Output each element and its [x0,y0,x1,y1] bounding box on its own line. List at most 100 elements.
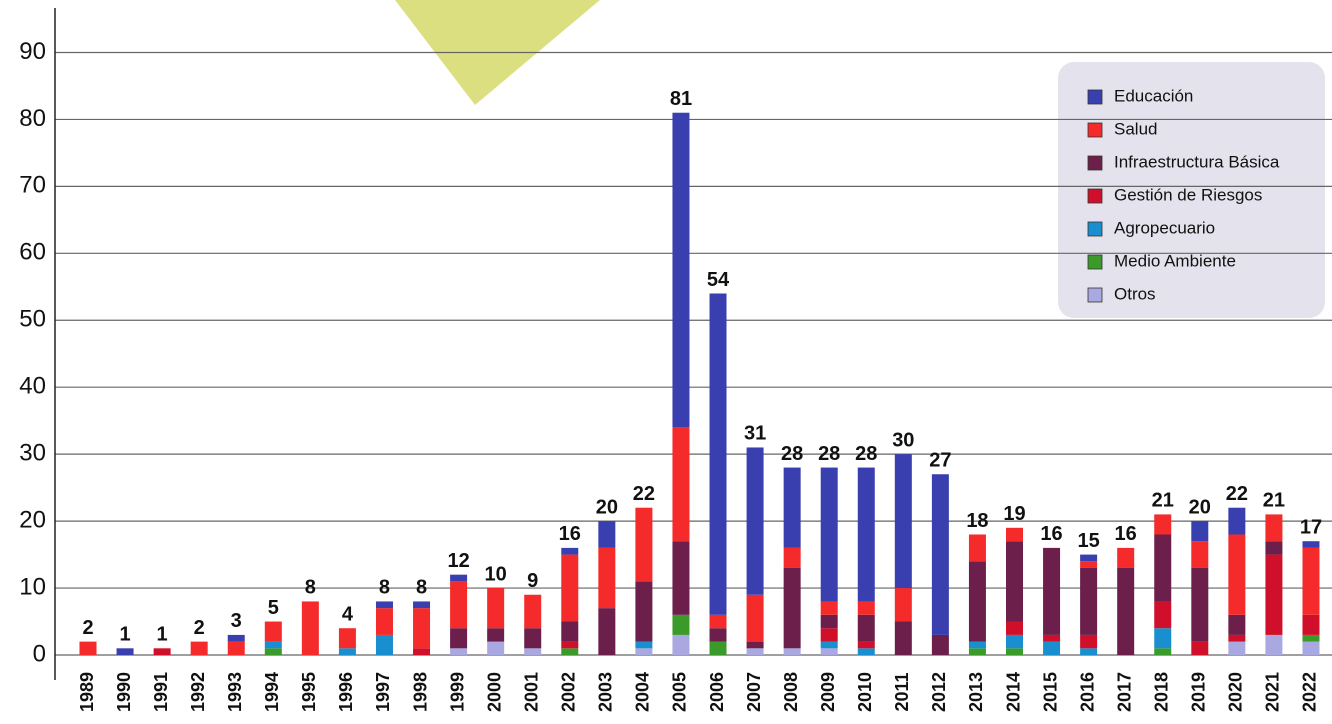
bar-segment [820,467,838,602]
bar-segment [1154,648,1172,655]
bar-segment [1191,641,1209,655]
x-tick-label: 2021 [1263,672,1283,712]
x-tick-label: 2022 [1300,672,1320,712]
bar-segment [264,621,282,642]
total-label: 20 [596,496,618,518]
x-tick-label: 1991 [151,672,171,712]
x-tick-label: 1989 [77,672,97,712]
total-label: 21 [1263,490,1285,512]
bar-segment [820,614,838,629]
x-tick-label: 2017 [1114,672,1134,712]
total-label: 8 [379,577,390,599]
bar-segment [487,628,505,642]
legend-swatch [1087,122,1103,138]
bar-segment [968,648,986,655]
bar-segment [1117,567,1135,655]
total-label: 12 [447,550,469,572]
bar-segment [1265,514,1283,542]
total-label: 8 [305,577,316,599]
total-label: 17 [1300,516,1322,538]
bar-segment [820,648,838,655]
bar-segment [968,561,986,642]
bar-segment [1080,567,1098,635]
y-tick-label: 0 [33,640,46,667]
x-tick-label: 2007 [744,672,764,712]
total-label: 28 [818,443,840,465]
legend-swatch [1087,254,1103,270]
legend-label: Agropecuario [1114,218,1215,237]
bar-segment [1302,614,1320,635]
bar-segment [153,648,171,655]
total-label: 8 [416,577,427,599]
bar-segment [1043,634,1061,642]
x-tick-label: 2004 [633,672,653,712]
total-label: 16 [1040,523,1062,545]
x-tick-label: 2011 [892,672,912,711]
total-label: 28 [855,443,877,465]
bar-segment [1228,634,1246,642]
x-tick-label: 2013 [966,672,986,712]
y-tick-label: 30 [19,440,46,467]
bar-segment [894,621,912,655]
bar-segment [857,601,875,615]
legend-label: Salud [1114,119,1157,138]
bar-segment [450,648,468,655]
bar-segment [746,594,764,642]
bar-segment [598,521,616,548]
bar-segment [672,614,690,635]
bar-segment [450,581,468,629]
total-label: 1 [157,624,168,646]
bar-segment [1080,634,1098,649]
bar-segment [1265,554,1283,635]
legend-label: Infraestructura Básica [1114,152,1280,171]
bar-segment [894,454,912,589]
x-tick-label: 2016 [1077,672,1097,712]
bar-segment [894,588,912,622]
bar-segment [227,634,245,642]
x-tick-label: 2002 [559,672,579,712]
bar-segment [450,628,468,649]
x-tick-label: 1990 [114,672,134,712]
x-tick-label: 1995 [299,672,319,712]
total-label: 31 [744,423,766,445]
bar-segment [783,567,801,649]
x-tick-label: 2014 [1003,672,1023,712]
bar-segment [1302,641,1320,655]
total-label: 2 [194,617,205,639]
bar-segment [672,112,690,428]
bar-segment [635,648,653,655]
x-tick-label: 2003 [596,672,616,712]
x-tick-label: 2020 [1226,672,1246,712]
bar-segment [1191,567,1209,642]
total-label: 16 [559,523,581,545]
total-label: 21 [1152,490,1174,512]
x-tick-label: 2001 [521,672,541,712]
y-tick-label: 50 [19,306,46,333]
bar-segment [1302,547,1320,615]
total-label: 3 [231,610,242,632]
bar-segment [561,547,579,555]
bar-segment [1191,541,1209,568]
x-tick-label: 2006 [707,672,727,712]
x-tick-label: 2015 [1040,672,1060,712]
bar-segment [1117,547,1135,568]
bar-segment [857,467,875,602]
bar-segment [79,641,97,655]
bar-segment [820,641,838,649]
bar-segment [116,648,134,655]
bar-segment [413,601,431,609]
total-label: 54 [707,269,730,291]
total-label: 4 [342,604,354,626]
bar-segment [524,628,542,649]
bar-segment [413,608,431,649]
legend-label: Gestión de Riesgos [1114,185,1262,204]
bar-segment [1154,628,1172,649]
bar-segment [561,621,579,642]
x-tick-label: 1994 [262,672,282,712]
bar-segment [746,447,764,595]
bar-segment [709,628,727,642]
bar-segment [1265,634,1283,655]
x-tick-label: 1992 [188,672,208,712]
bar-segment [487,588,505,629]
